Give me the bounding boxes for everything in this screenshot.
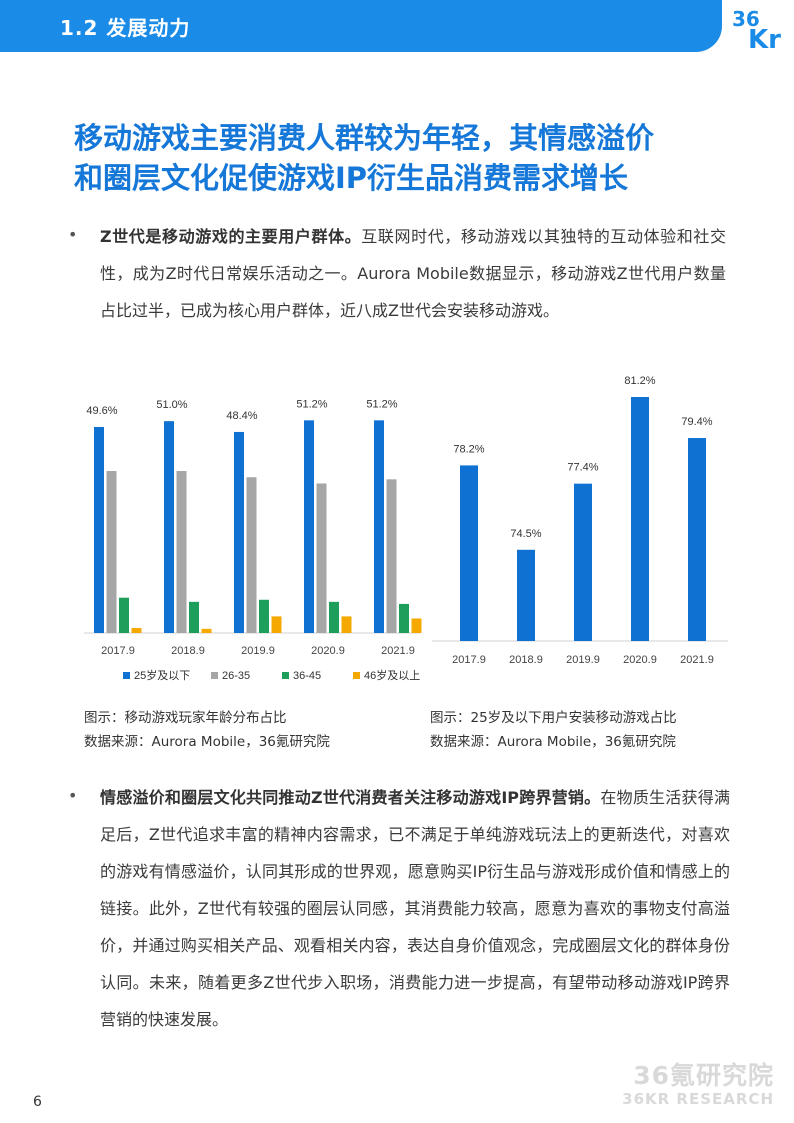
chart-left-legend-swatch (282, 672, 289, 679)
chart-left-bar-2 (386, 479, 397, 633)
chart-left-bar-4 (341, 616, 352, 633)
chart-right-data-label: 77.4% (567, 462, 598, 474)
chart-left-tick-label: 2021.9 (381, 645, 415, 657)
paragraph-body: 互联网时代，移动游戏以其独特的互动体验和社交性，成为Z时代日常娱乐活动之一。Au… (100, 227, 726, 320)
chart-left-bar-1 (234, 431, 244, 633)
chart-left-bar-2 (176, 471, 187, 633)
paragraph-gen-z-users: Z世代是移动游戏的主要用户群体。互联网时代，移动游戏以其独特的互动体验和社交性，… (100, 218, 726, 329)
chart-left-legend-label: 46岁及以上 (364, 668, 420, 682)
brand-logo: 36 Kr (730, 4, 788, 55)
bullet-dot: • (68, 225, 78, 244)
chart-right-bar (574, 483, 592, 641)
chart-right-data-label: 79.4% (681, 416, 712, 428)
chart-right-tick-label: 2017.9 (452, 654, 486, 666)
chart-left-legend-swatch (353, 672, 360, 679)
chart-left-bar-3 (259, 599, 269, 633)
watermark-en: 36KR RESEARCH (622, 1090, 774, 1108)
page-number: 6 (33, 1094, 42, 1110)
chart-right-source: 数据来源：Aurora Mobile，36氪研究院 (430, 734, 676, 750)
chart-left-legend-label: 25岁及以下 (134, 668, 190, 682)
chart-left-caption: 图示：移动游戏玩家年龄分布占比 数据来源：Aurora Mobile，36氪研究… (84, 706, 330, 754)
charts-area: 49.6% 2017.9 51.0% 2018.9 48.4% 2019.9 51.2% 20… (84, 375, 728, 682)
chart-left-data-label: 51.0% (156, 399, 187, 411)
chart-left-bar-4 (131, 628, 142, 633)
page-headline: 移动游戏主要消费人群较为年轻，其情感溢价 和圈层文化促使游戏IP衍生品消费需求增… (74, 118, 734, 198)
paragraph-ip-marketing: 情感溢价和圈层文化共同推动Z世代消费者关注移动游戏IP跨界营销。在物质生活获得满… (100, 779, 730, 1038)
chart-left-tick-label: 2019.9 (241, 645, 275, 657)
chart-right-tick-label: 2018.9 (509, 654, 543, 666)
section-header-bar (0, 0, 722, 52)
chart-left-bar-4 (201, 628, 212, 633)
chart-left-data-label: 49.6% (86, 405, 117, 417)
chart-left-bar-4 (411, 618, 422, 633)
watermark-cn: 36氪研究院 (633, 1061, 774, 1090)
chart-left-bar-2 (316, 483, 327, 633)
paragraph-lead: 情感溢价和圈层文化共同推动Z世代消费者关注移动游戏IP跨界营销。 (100, 788, 601, 807)
chart-left-title: 图示：移动游戏玩家年龄分布占比 (84, 710, 287, 726)
chart-right-bar (688, 438, 706, 641)
chart-left-data-label: 51.2% (366, 398, 397, 410)
chart-right-title: 图示：25岁及以下用户安装移动游戏占比 (430, 710, 677, 726)
chart-left-bar-1 (164, 421, 174, 633)
chart-left-bar-1 (304, 420, 314, 633)
section-title: 1.2 发展动力 (60, 16, 191, 40)
chart-left-bar-1 (94, 426, 104, 633)
chart-left-tick-label: 2020.9 (311, 645, 345, 657)
chart-left-legend-label: 36-45 (293, 670, 321, 682)
chart-right-data-label: 74.5% (510, 528, 541, 540)
chart-right-bar (517, 549, 535, 641)
chart-left-source: 数据来源：Aurora Mobile，36氪研究院 (84, 734, 330, 750)
chart-left-data-label: 48.4% (226, 410, 257, 422)
paragraph-body: 在物质生活获得满足后，Z世代追求丰富的精神内容需求，已不满足于单纯游戏玩法上的更… (100, 788, 730, 1029)
chart-right-tick-label: 2019.9 (566, 654, 600, 666)
chart-left-data-label: 51.2% (296, 398, 327, 410)
watermark: 36氪研究院 36KR RESEARCH (622, 1056, 774, 1108)
chart-left-bar-2 (106, 471, 117, 633)
chart-left-bar-3 (399, 603, 409, 633)
chart-left-tick-label: 2017.9 (101, 645, 135, 657)
chart-left-legend-label: 26-35 (222, 670, 250, 682)
chart-left-bar-3 (119, 597, 129, 633)
chart-left-bar-1 (374, 420, 384, 633)
chart-right-bar (631, 397, 649, 641)
chart-right-data-label: 78.2% (453, 443, 484, 455)
chart-right-tick-label: 2020.9 (623, 654, 657, 666)
chart-right-tick-label: 2021.9 (680, 654, 714, 666)
chart-right-data-label: 81.2% (624, 375, 655, 387)
headline-line-2: 和圈层文化促使游戏IP衍生品消费需求增长 (74, 161, 629, 195)
chart-right-caption: 图示：25岁及以下用户安装移动游戏占比 数据来源：Aurora Mobile，3… (430, 706, 677, 754)
headline-line-1: 移动游戏主要消费人群较为年轻，其情感溢价 (74, 121, 655, 155)
chart-right-bar (460, 465, 478, 641)
chart-left-tick-label: 2018.9 (171, 645, 205, 657)
chart-left-legend-swatch (211, 672, 218, 679)
chart-left-legend-swatch (123, 672, 130, 679)
paragraph-lead: Z世代是移动游戏的主要用户群体。 (100, 227, 362, 246)
chart-left-bar-3 (189, 601, 199, 633)
svg-text:36: 36 (732, 7, 760, 31)
chart-left-bar-4 (271, 616, 282, 633)
bullet-dot: • (68, 786, 78, 805)
chart-left-bar-3 (329, 601, 339, 633)
chart-left-bar-2 (246, 477, 257, 633)
